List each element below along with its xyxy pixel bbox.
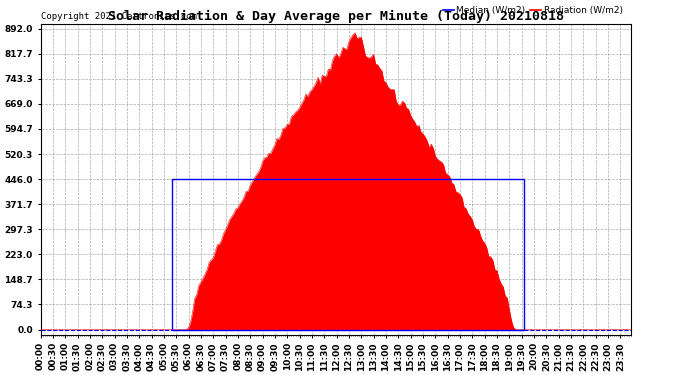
Text: Copyright 2021 Cartronics.com: Copyright 2021 Cartronics.com xyxy=(41,12,197,21)
Title: Solar Radiation & Day Average per Minute (Today) 20210818: Solar Radiation & Day Average per Minute… xyxy=(108,10,564,23)
Legend: Median (W/m2), Radiation (W/m2): Median (W/m2), Radiation (W/m2) xyxy=(439,2,626,18)
Bar xyxy=(172,179,524,330)
